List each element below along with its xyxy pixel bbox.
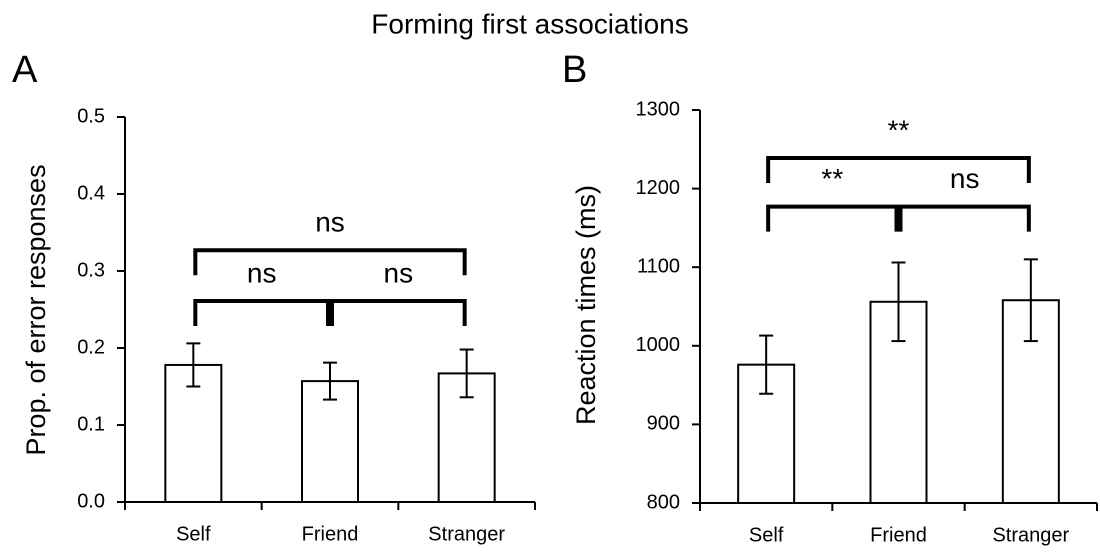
x-tick-label: Self [176, 523, 211, 545]
significance-label: ns [315, 207, 345, 238]
significance-label: ns [384, 257, 414, 288]
y-tick-label: 0.3 [77, 259, 105, 281]
y-axis-label: Prop. of error responses [21, 164, 51, 455]
y-tick-label: 1300 [636, 98, 681, 120]
significance-label: ns [950, 163, 980, 194]
significance-bracket [898, 204, 1031, 232]
significance-bracket [193, 299, 330, 327]
y-tick-label: 0.2 [77, 336, 105, 358]
figure-title: Forming first associations [371, 8, 688, 39]
panel-label: A [12, 49, 38, 91]
x-tick-label: Self [749, 524, 784, 546]
significance-label: ** [821, 163, 843, 194]
y-axis-label: Reaction times (ms) [571, 185, 601, 425]
bar [164, 363, 223, 503]
significance-label: ns [247, 257, 277, 288]
y-tick-label: 0.0 [77, 490, 105, 512]
x-tick-label: Stranger [428, 523, 505, 545]
y-tick-label: 1100 [637, 255, 680, 277]
significance-bracket [330, 299, 467, 327]
y-tick-label: 900 [647, 413, 680, 435]
significance-bracket [766, 204, 899, 232]
y-tick-label: 1000 [636, 334, 681, 356]
y-tick-label: 0.1 [77, 413, 105, 435]
significance-bracket [193, 248, 467, 276]
y-tick-label: 0.5 [77, 105, 105, 127]
x-tick-label: Friend [302, 523, 359, 545]
y-tick-label: 1200 [636, 177, 681, 199]
significance-bracket [766, 155, 1031, 183]
significance-label: ** [888, 114, 910, 145]
y-tick-label: 800 [647, 491, 680, 513]
x-tick-label: Friend [870, 524, 927, 546]
x-tick-label: Stranger [992, 524, 1069, 546]
panel-label: B [562, 49, 587, 91]
y-tick-label: 0.4 [77, 182, 105, 204]
